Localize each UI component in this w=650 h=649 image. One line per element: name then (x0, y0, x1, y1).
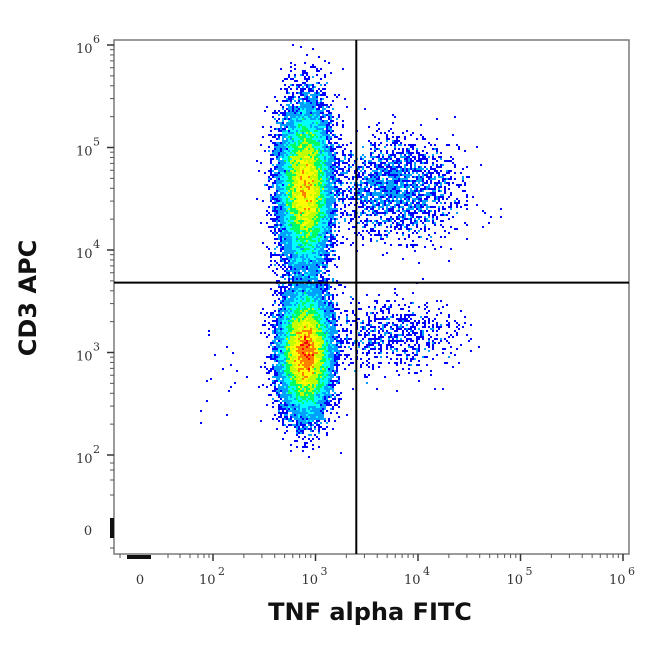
x-tick-exponent: 4 (423, 565, 430, 578)
x-axis-title: TNF alpha FITC (0, 598, 650, 626)
scatter-dots (200, 44, 502, 458)
x-tick-exponent: 2 (218, 565, 225, 578)
y-tick-label: 10 (76, 350, 93, 365)
y-tick-label: 10 (76, 247, 93, 262)
y-axis-title: CD3 APC (14, 240, 42, 356)
y-tick-label: 0 (84, 524, 92, 539)
x-tick-label: 10 (507, 573, 524, 588)
y-tick-label: 10 (76, 42, 93, 57)
y-tick-label: 10 (76, 145, 93, 160)
y-tick-exponent: 2 (93, 443, 100, 456)
x-tick-label: 0 (136, 573, 144, 588)
x-tick-label: 10 (609, 573, 626, 588)
x-tick-label: 10 (404, 573, 421, 588)
plot-frame (114, 40, 629, 554)
y-zero-tick (110, 518, 114, 538)
x-tick-exponent: 5 (526, 565, 533, 578)
y-tick-exponent: 4 (93, 238, 100, 251)
y-tick-label: 10 (76, 452, 93, 467)
x-tick-exponent: 3 (321, 565, 328, 578)
y-tick-exponent: 3 (93, 341, 100, 354)
x-tick-label: 10 (302, 573, 319, 588)
x-tick-exponent: 6 (628, 565, 635, 578)
x-zero-tick (127, 555, 151, 559)
x-tick-label: 10 (199, 573, 216, 588)
y-tick-exponent: 6 (93, 33, 100, 46)
y-tick-exponent: 5 (93, 136, 100, 149)
